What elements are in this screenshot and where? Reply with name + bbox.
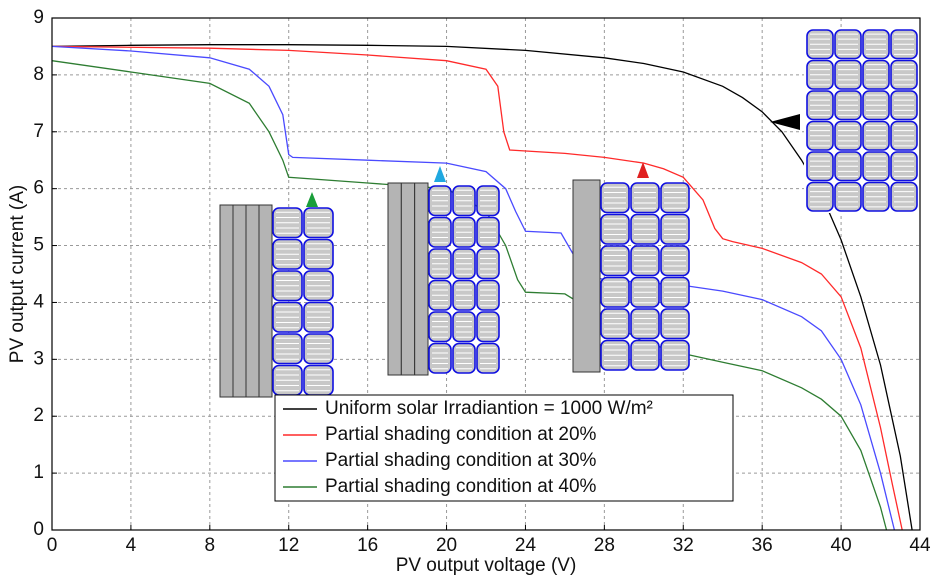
y-tick-label: 6 bbox=[33, 178, 44, 199]
shaded-strip bbox=[400, 182, 416, 376]
x-tick-label: 36 bbox=[752, 535, 773, 556]
legend-label: Partial shading condition at 20% bbox=[325, 424, 597, 445]
x-tick-label: 28 bbox=[594, 535, 615, 556]
y-axis-label: PV output current (A) bbox=[7, 185, 28, 363]
y-tick-label: 2 bbox=[33, 405, 44, 426]
legend-box bbox=[274, 394, 734, 502]
legend-label: Partial shading condition at 30% bbox=[325, 450, 597, 471]
y-tick-label: 7 bbox=[33, 121, 44, 142]
x-tick-label: 32 bbox=[673, 535, 694, 556]
y-tick-label: 1 bbox=[33, 462, 44, 483]
pointer-arrow bbox=[306, 192, 318, 207]
shaded-strip bbox=[219, 204, 234, 398]
y-tick-label: 5 bbox=[33, 235, 44, 256]
shaded-strip bbox=[245, 204, 260, 398]
x-tick-label: 16 bbox=[357, 535, 378, 556]
shaded-strip bbox=[258, 204, 273, 398]
y-tick-label: 8 bbox=[33, 64, 44, 85]
y-tick-label: 0 bbox=[33, 519, 44, 540]
x-tick-label: 44 bbox=[909, 535, 931, 556]
series-line bbox=[51, 45, 903, 531]
plot-frame bbox=[51, 17, 921, 531]
shaded-strip bbox=[387, 182, 402, 376]
y-tick-label: 3 bbox=[33, 348, 44, 369]
series-line bbox=[51, 44, 913, 531]
legend-label: Partial shading condition at 40% bbox=[325, 476, 597, 497]
legend-label: Uniform solar Irradiantion = 1000 W/m² bbox=[325, 398, 653, 419]
x-tick-label: 0 bbox=[47, 535, 58, 556]
shaded-strip bbox=[232, 204, 247, 398]
y-tick-label: 4 bbox=[33, 291, 44, 312]
pointer-arrow bbox=[637, 162, 649, 178]
shaded-strip bbox=[572, 179, 601, 373]
x-tick-label: 8 bbox=[205, 535, 216, 556]
x-axis-label: PV output voltage (V) bbox=[396, 555, 577, 576]
x-tick-label: 40 bbox=[831, 535, 852, 556]
x-tick-label: 4 bbox=[126, 535, 137, 556]
x-tick-label: 12 bbox=[278, 535, 299, 556]
series-line bbox=[51, 45, 896, 531]
x-tick-label: 20 bbox=[436, 535, 457, 556]
y-tick-label: 9 bbox=[33, 7, 44, 28]
pointer-arrow bbox=[434, 166, 446, 182]
series-line bbox=[51, 60, 888, 531]
pointer-arrow bbox=[770, 114, 800, 130]
shaded-strip bbox=[414, 182, 429, 376]
x-tick-label: 24 bbox=[515, 535, 537, 556]
